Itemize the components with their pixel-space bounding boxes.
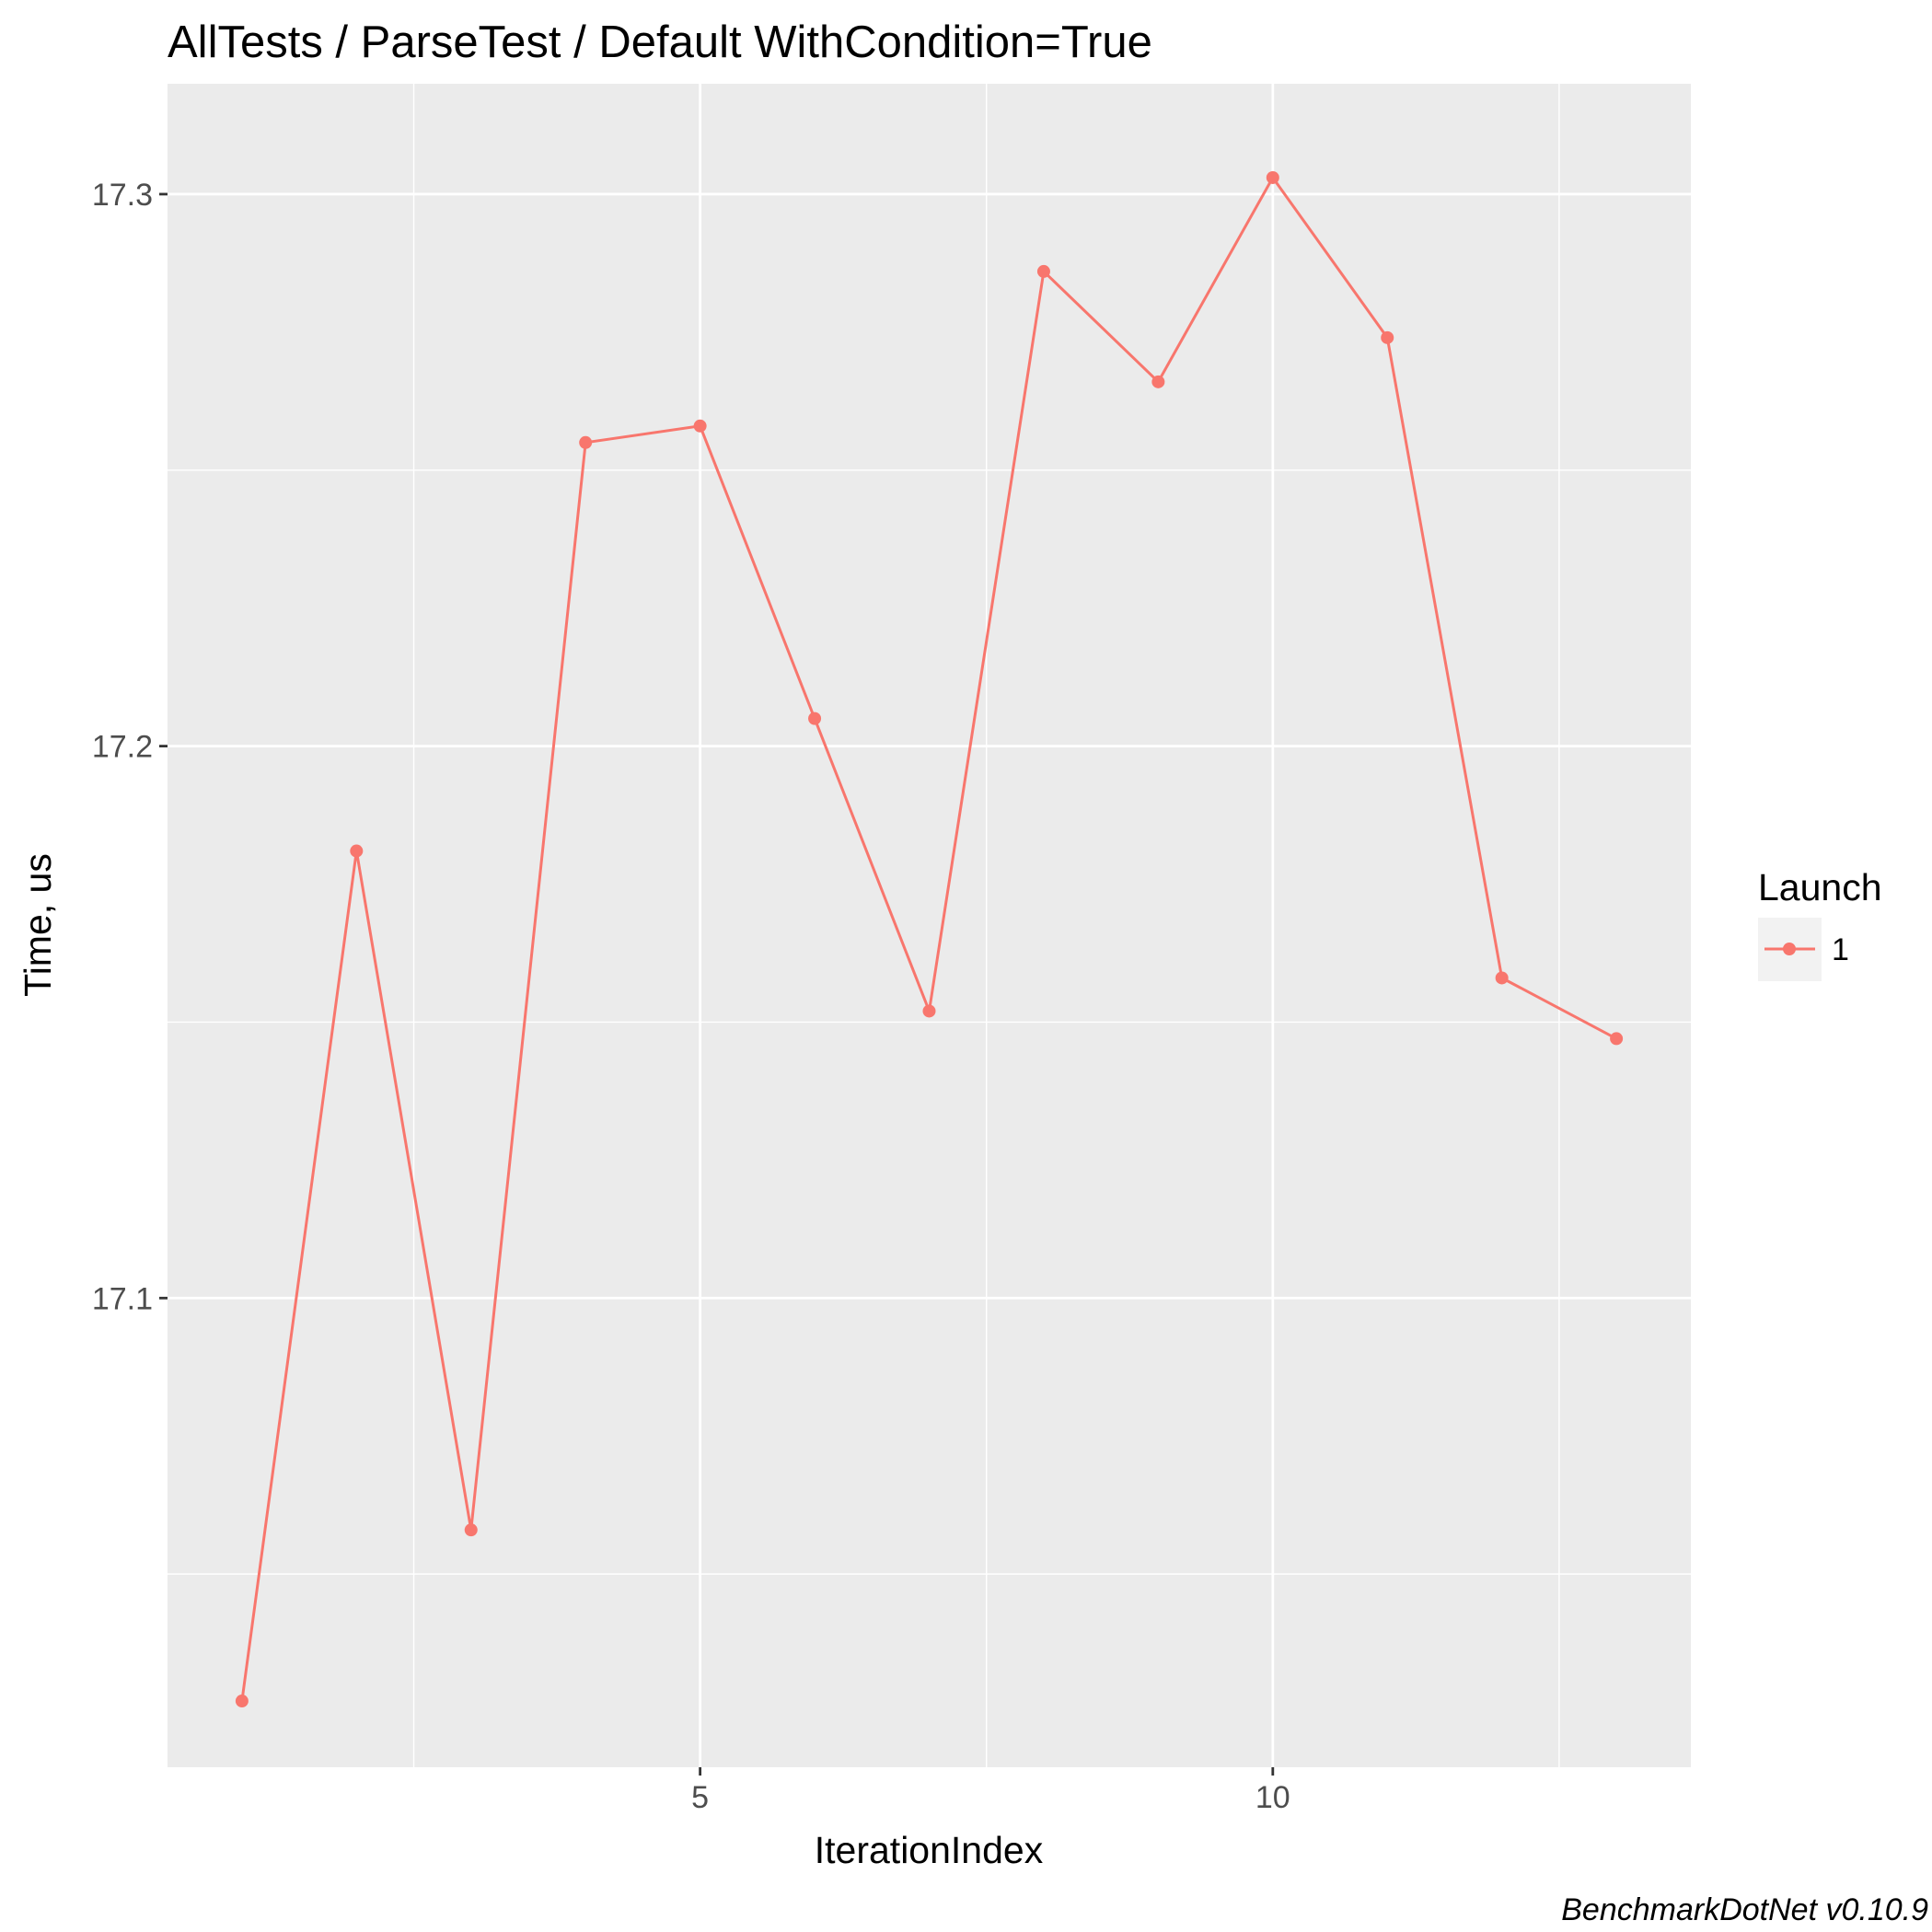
axis-tick-labels: 5 10 17.1 17.2 17.3 xyxy=(92,178,1290,1815)
data-point xyxy=(1495,971,1509,985)
legend-entry-label: 1 xyxy=(1832,932,1849,967)
caption: BenchmarkDotNet v0.10.9 xyxy=(1561,1892,1928,1927)
data-point xyxy=(808,711,822,725)
data-point xyxy=(693,419,707,433)
data-point xyxy=(464,1523,478,1537)
data-point xyxy=(1610,1032,1624,1046)
legend: Launch 1 xyxy=(1758,866,1882,981)
x-tick-label: 5 xyxy=(691,1780,709,1815)
data-point xyxy=(1151,375,1165,388)
y-tick-label: 17.2 xyxy=(92,730,153,765)
data-point xyxy=(1381,330,1394,344)
chart-title: AllTests / ParseTest / Default WithCondi… xyxy=(168,17,1152,67)
plot-panel xyxy=(168,84,1691,1767)
legend-key-point xyxy=(1783,943,1796,955)
data-point xyxy=(235,1695,249,1708)
series-layer xyxy=(235,170,1624,1708)
y-tick-label: 17.3 xyxy=(92,178,153,213)
axis-ticks xyxy=(159,192,1275,1776)
legend-title: Launch xyxy=(1758,866,1882,908)
x-axis-label: IterationIndex xyxy=(815,1829,1044,1871)
data-point xyxy=(1266,170,1279,184)
major-gridlines xyxy=(168,84,1691,1767)
x-tick-label: 10 xyxy=(1255,1780,1290,1815)
data-point xyxy=(1036,264,1050,278)
data-point xyxy=(579,435,593,449)
data-point xyxy=(350,844,364,858)
y-axis-label: Time, us xyxy=(17,853,59,997)
y-tick-label: 17.1 xyxy=(92,1281,153,1316)
minor-gridlines xyxy=(168,84,1691,1767)
data-point xyxy=(922,1004,936,1018)
